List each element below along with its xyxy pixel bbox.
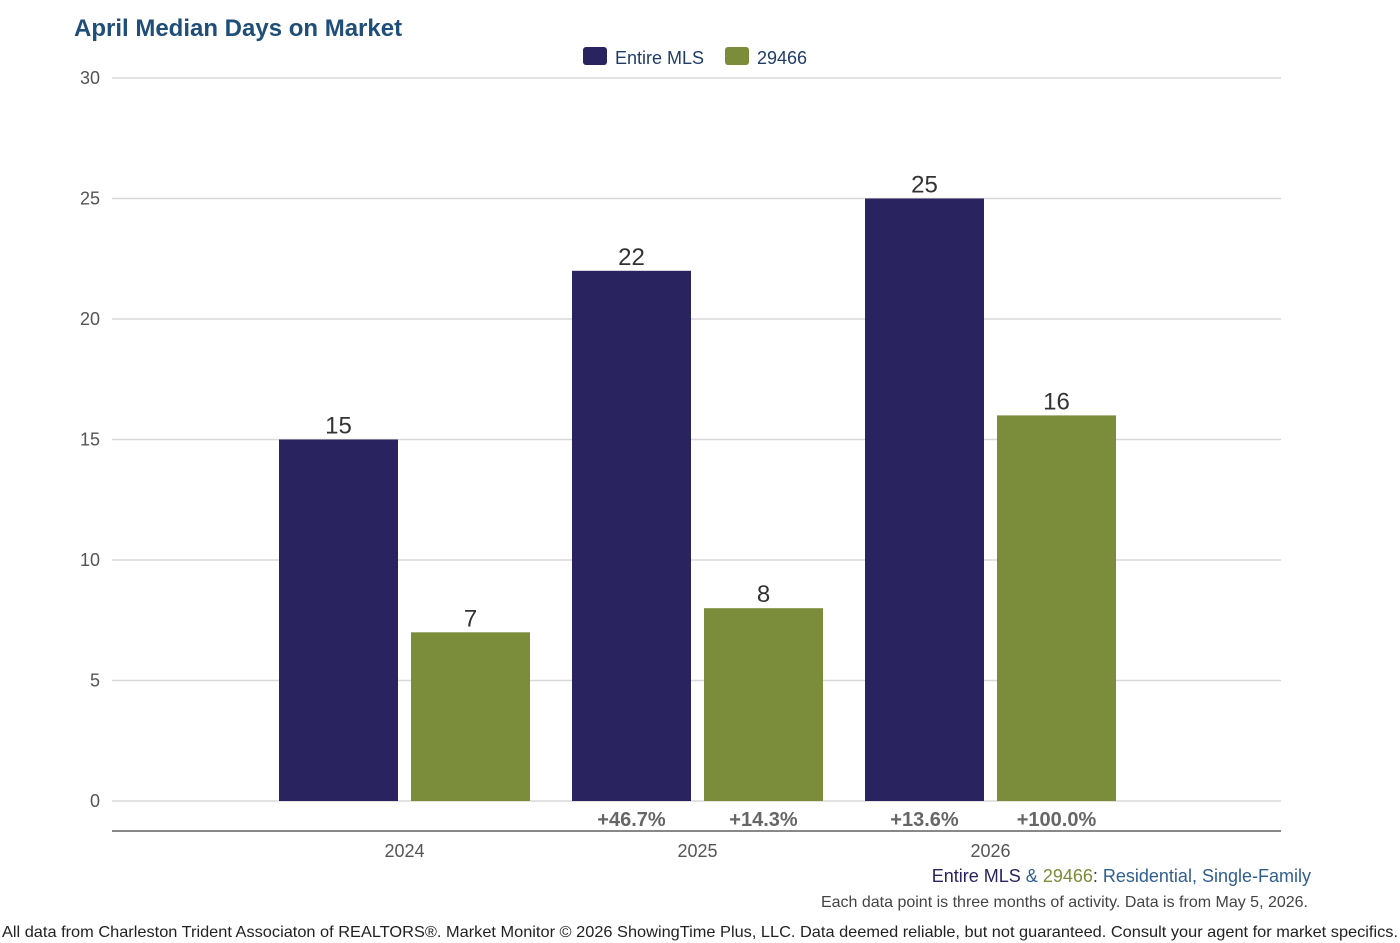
- legend: Entire MLS 29466: [583, 47, 807, 68]
- x-category-label-2026: 2026: [970, 841, 1010, 861]
- legend-swatch-entire-mls: [583, 47, 607, 65]
- data-labels: 15 7 22 8 25 16: [325, 172, 1070, 633]
- legend-swatch-29466: [725, 47, 749, 65]
- y-tick-label-20: 20: [80, 309, 100, 329]
- value-label-29466-2024: 7: [464, 605, 477, 632]
- bar-29466-2025: [704, 608, 823, 801]
- series-description-property-type: Residential: [1103, 866, 1192, 886]
- y-tick-label-25: 25: [80, 189, 100, 209]
- series-description-entire-mls: Entire MLS: [932, 866, 1021, 886]
- x-category-label-2024: 2024: [384, 841, 424, 861]
- value-label-entire-mls-2026: 25: [911, 172, 938, 199]
- legend-label-29466: 29466: [757, 48, 807, 68]
- change-label-29466-2026: +100.0%: [1017, 809, 1097, 831]
- series-description-colon: :: [1093, 866, 1103, 886]
- change-label-29466-2025: +14.3%: [729, 809, 798, 831]
- bar-29466-2024: [411, 632, 530, 801]
- bar-entire-mls-2026: [865, 198, 984, 801]
- legal-disclaimer: All data from Charleston Trident Associa…: [2, 924, 1398, 941]
- bar-entire-mls-2025: [572, 270, 691, 801]
- series-description-zip: 29466: [1043, 866, 1093, 886]
- y-tick-label-30: 30: [80, 68, 100, 88]
- bars: [279, 198, 1116, 801]
- y-tick-label-0: 0: [90, 791, 100, 811]
- x-axis-categories: 2024 2025 2026: [384, 841, 1010, 861]
- x-category-label-2025: 2025: [677, 841, 717, 861]
- y-axis-ticks: 0 5 10 15 20 25 30: [80, 68, 100, 811]
- series-description-subtype: Single-Family: [1202, 866, 1311, 886]
- y-tick-label-5: 5: [90, 671, 100, 691]
- chart-title: April Median Days on Market: [74, 15, 402, 42]
- series-description: Entire MLS & 29466: Residential, Single-…: [932, 866, 1311, 886]
- y-tick-label-10: 10: [80, 550, 100, 570]
- data-note: Each data point is three months of activ…: [821, 894, 1308, 911]
- y-tick-label-15: 15: [80, 430, 100, 450]
- value-label-29466-2026: 16: [1043, 388, 1070, 415]
- value-label-29466-2025: 8: [757, 581, 770, 608]
- change-label-entire-mls-2025: +46.7%: [597, 809, 666, 831]
- bar-entire-mls-2024: [279, 439, 398, 801]
- series-description-amp: &: [1021, 866, 1043, 886]
- legend-label-entire-mls: Entire MLS: [615, 48, 704, 68]
- value-label-entire-mls-2025: 22: [618, 244, 645, 271]
- change-labels: +46.7% +14.3% +13.6% +100.0%: [597, 809, 1096, 831]
- bar-29466-2026: [997, 415, 1116, 801]
- value-label-entire-mls-2024: 15: [325, 413, 352, 440]
- change-label-entire-mls-2026: +13.6%: [890, 809, 959, 831]
- series-description-comma: ,: [1192, 866, 1202, 886]
